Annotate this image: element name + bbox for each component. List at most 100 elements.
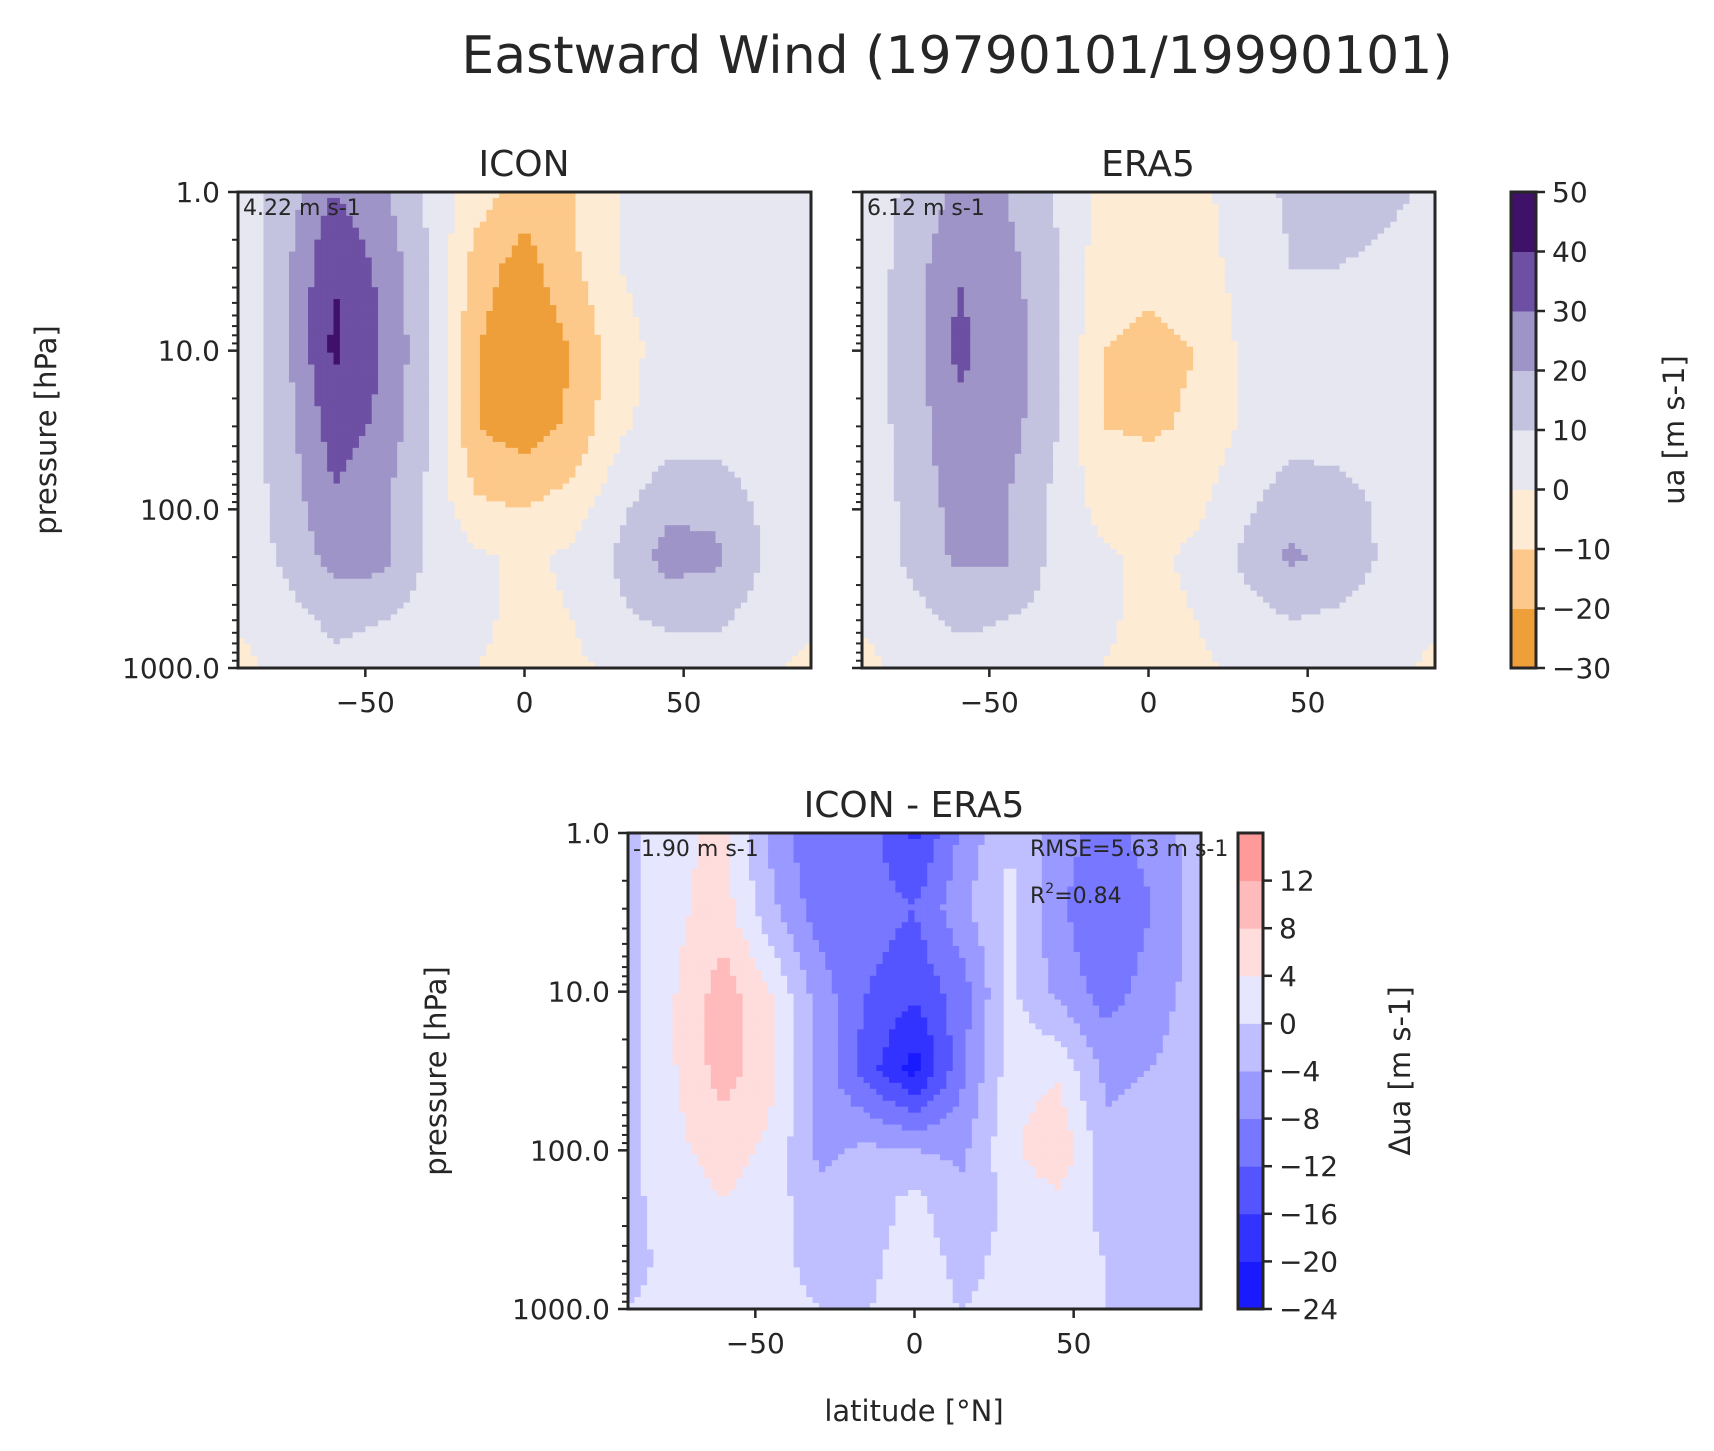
contour-cell [677,364,685,372]
contour-cell [460,430,468,437]
contour-cell [779,281,787,288]
contour-cell [575,441,583,449]
contour-cell [454,513,462,520]
contour-cell [734,263,742,270]
contour-cell [441,311,449,318]
contour-cell [651,489,659,497]
contour-cell [282,275,290,282]
contour-cell [766,453,774,461]
contour-cell [600,471,608,479]
contour-cell [384,507,392,514]
contour-cell [314,358,322,366]
contour-cell [715,489,723,497]
contour-cell [798,495,806,502]
contour-cell [301,406,309,413]
contour-cell [365,435,373,443]
contour-cell [416,430,424,437]
contour-cell [238,394,245,401]
contour-cell [511,257,519,264]
contour-cell [295,382,303,389]
contour-cell [632,513,640,520]
contour-cell [505,352,513,360]
contour-cell [632,441,640,449]
contour-cell [607,364,615,372]
contour-cell [785,346,793,354]
contour-cell [537,203,545,211]
contour-cell [709,453,717,461]
contour-cell [263,453,271,461]
contour-cell [613,412,621,419]
contour-cell [441,245,449,253]
contour-cell [613,192,621,199]
contour-cell [620,281,627,288]
contour-cell [575,412,583,419]
contour-cell [397,495,405,502]
contour-cell [791,275,799,282]
contour-cell [448,483,456,491]
contour-cell [798,328,806,336]
contour-cell [537,275,545,282]
contour-cell [403,305,411,312]
contour-cell [677,251,685,259]
contour-cell [728,257,736,264]
contour-cell [600,269,608,276]
contour-cell [530,328,538,336]
contour-cell [378,203,386,211]
contour-cell [664,453,672,461]
contour-cell [371,447,379,455]
contour-cell [378,287,386,294]
contour-cell [556,364,564,372]
contour-cell [295,215,303,223]
contour-cell [626,305,634,312]
contour-cell [645,400,653,407]
contour-cell [690,394,697,401]
contour-cell [460,441,468,449]
contour-cell [766,227,774,235]
contour-cell [346,465,354,473]
contour-cell [772,233,780,241]
contour-cell [530,215,538,223]
contour-cell [346,376,354,383]
contour-cell [448,227,456,235]
contour-cell [664,299,672,306]
contour-cell [651,233,659,241]
contour-cell [282,227,290,235]
contour-cell [384,197,392,205]
contour-cell [702,215,710,223]
contour-cell [753,340,761,348]
contour-cell [511,400,519,407]
contour-cell [269,334,277,342]
contour-cell [779,192,787,199]
contour-cell [651,257,659,264]
contour-cell [600,400,608,407]
contour-cell [785,352,793,360]
contour-cell [721,435,729,443]
contour-cell [371,418,379,425]
contour-cell [734,507,742,514]
contour-cell [244,519,252,526]
contour-cell [588,370,596,378]
contour-cell [499,424,506,431]
contour-cell [779,263,787,270]
contour-cell [448,459,456,467]
contour-cell [486,495,494,502]
contour-cell [397,435,405,443]
contour-cell [670,322,678,330]
contour-cell [702,334,710,342]
contour-cell [740,233,748,241]
contour-cell [645,245,653,253]
contour-cell [620,430,627,437]
contour-cell [779,322,787,330]
contour-cell [613,215,621,223]
contour-cell [244,477,252,485]
contour-cell [358,459,366,467]
contour-cell [429,245,436,253]
contour-cell [607,346,615,354]
contour-cell [556,507,564,514]
contour-cell [556,275,564,282]
contour-cell [257,311,265,318]
contour-cell [250,364,258,372]
contour-cell [333,197,341,205]
contour-cell [645,305,653,312]
contour-cell [378,507,386,514]
